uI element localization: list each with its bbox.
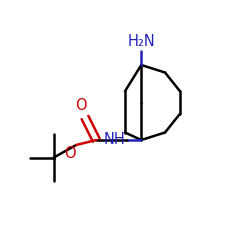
Text: O: O: [76, 98, 87, 113]
Text: O: O: [64, 146, 76, 161]
Text: NH: NH: [103, 132, 125, 148]
Text: H₂N: H₂N: [128, 34, 155, 49]
